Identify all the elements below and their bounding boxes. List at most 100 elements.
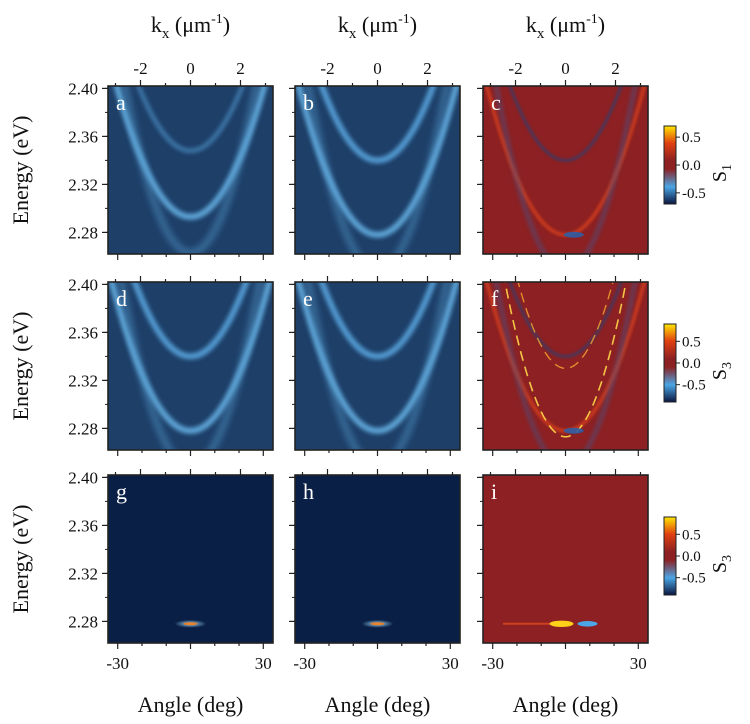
colorbar-scale: [663, 125, 677, 205]
k-tick-label: -2: [508, 59, 522, 78]
bottom-axis-title: Angle (deg): [513, 692, 619, 717]
k-tick-label: 2: [236, 59, 245, 78]
panel-letter: a: [116, 90, 126, 115]
panel-background: [483, 86, 648, 254]
angle-tick-label: -30: [481, 654, 504, 673]
side-band: [304, 282, 451, 450]
colorbar-tick-label: 0.5: [682, 527, 701, 543]
k-tick-label: 0: [186, 59, 195, 78]
side-band: [494, 86, 637, 254]
energy-tick-label: 2.32: [68, 175, 98, 194]
lasing-core: [370, 622, 385, 626]
lasing-minus: [577, 621, 598, 627]
minimum-spot: [563, 231, 584, 238]
panel-e: e: [289, 276, 461, 456]
panel-g: g 2.40 2.36 2.32 2.28 -30 30: [68, 468, 274, 673]
lasing-plus: [549, 620, 574, 627]
top-axis-title: kx (μm-1): [151, 12, 230, 42]
energy-tick-label: 2.36: [68, 516, 98, 535]
panel-letter: i: [491, 479, 497, 504]
angle-tick-label: 30: [442, 654, 459, 673]
k-tick-label: -2: [320, 59, 334, 78]
panel-image: [295, 282, 460, 450]
energy-tick-label: 2.40: [68, 79, 98, 98]
panel-image: [483, 475, 648, 643]
panel-image: [483, 86, 648, 254]
colorbar-tick-label: 0.5: [682, 334, 701, 350]
top-axis-sub: x: [162, 26, 170, 42]
left-axis-title: Energy (eV): [8, 116, 33, 225]
panel-letter: c: [491, 90, 501, 115]
top-axis-title: kx (μm-1): [338, 12, 417, 42]
colorbar-scale: [663, 516, 677, 596]
top-axis-k: k: [526, 12, 537, 37]
top-axis-sup: -1: [586, 12, 598, 27]
colorbar-row-2: 0.5 0.0 -0.5S3: [663, 516, 735, 596]
colorbar-title: S3: [709, 362, 735, 380]
panel-image: [295, 86, 460, 254]
energy-tick-label: 2.40: [68, 275, 98, 294]
left-axis-title: Energy (eV): [8, 312, 33, 421]
energy-tick-label: 2.32: [68, 564, 98, 583]
panel-letter: d: [116, 286, 127, 311]
colorbar-scale: [663, 323, 677, 403]
colorbar-row-0: 0.5 0.0 -0.5S1: [663, 125, 735, 205]
panel-background: [108, 475, 273, 643]
upper-branch: [508, 86, 623, 162]
top-axis-close: ): [223, 12, 230, 37]
upper-branch: [136, 86, 245, 153]
top-axis-k: k: [338, 12, 349, 37]
energy-tick-label: 2.36: [68, 127, 98, 146]
colorbar-title: S3: [709, 555, 735, 573]
panel-f: f: [477, 276, 649, 456]
top-axis-sup: -1: [398, 12, 410, 27]
colorbar-tick-label: 0.5: [682, 130, 701, 146]
upper-branch: [131, 282, 250, 360]
panel-background: [483, 282, 648, 450]
upper-branch: [318, 282, 437, 360]
panel-a: a 2.40 2.36 2.32 2.28 -2 0 2: [68, 59, 274, 260]
panel-image: [108, 282, 273, 450]
angle-tick-label: 30: [255, 654, 272, 673]
colorbar-tick-label: -0.5: [682, 571, 706, 587]
panel-background: [295, 475, 460, 643]
top-axis-unit: (μm: [544, 12, 586, 37]
minimum-spot: [563, 427, 584, 434]
side-band: [121, 86, 260, 254]
top-axis-unit: (μm: [169, 12, 211, 37]
k-tick-label: 0: [373, 59, 382, 78]
panel-i: i -30 30: [477, 469, 649, 673]
panel-letter: g: [116, 479, 127, 504]
top-axis-close: ): [598, 12, 605, 37]
bottom-axis-title: Angle (deg): [138, 692, 244, 717]
panels: a 2.40 2.36 2.32 2.28 -2 0 2 b -2 0 2 c -2 0 2 d 2.40 2.36…: [68, 59, 649, 673]
colorbar-tick-label: 0.0: [682, 549, 701, 565]
lasing-core: [183, 622, 198, 626]
top-axis-sup: -1: [211, 12, 223, 27]
energy-tick-label: 2.28: [68, 223, 98, 242]
panel-letter: h: [303, 479, 314, 504]
dashed-fit-lower: [504, 282, 627, 438]
side-band: [117, 282, 264, 450]
colorbar-tick-label: 0.0: [682, 158, 701, 174]
energy-tick-label: 2.28: [68, 419, 98, 438]
panel-background: [483, 475, 648, 643]
k-tick-label: 2: [423, 59, 432, 78]
colorbar-tick-label: -0.5: [682, 378, 706, 394]
angle-tick-label: -30: [106, 654, 129, 673]
k-tick-label: 0: [561, 59, 570, 78]
colorbar-title: S1: [709, 164, 735, 182]
left-axis-title: Energy (eV): [8, 505, 33, 614]
top-axis-title: kx (μm-1): [526, 12, 605, 42]
energy-tick-label: 2.40: [68, 468, 98, 487]
top-axis-unit: (μm: [356, 12, 398, 37]
panel-background: [295, 86, 460, 254]
energy-tick-label: 2.36: [68, 323, 98, 342]
top-axis-sub: x: [349, 26, 357, 42]
colorbar-tick-label: 0.0: [682, 356, 701, 372]
panel-c: c -2 0 2: [477, 59, 649, 260]
top-axis-titles: kx (μm-1) kx (μm-1) kx (μm-1): [151, 12, 605, 42]
energy-tick-label: 2.32: [68, 371, 98, 390]
